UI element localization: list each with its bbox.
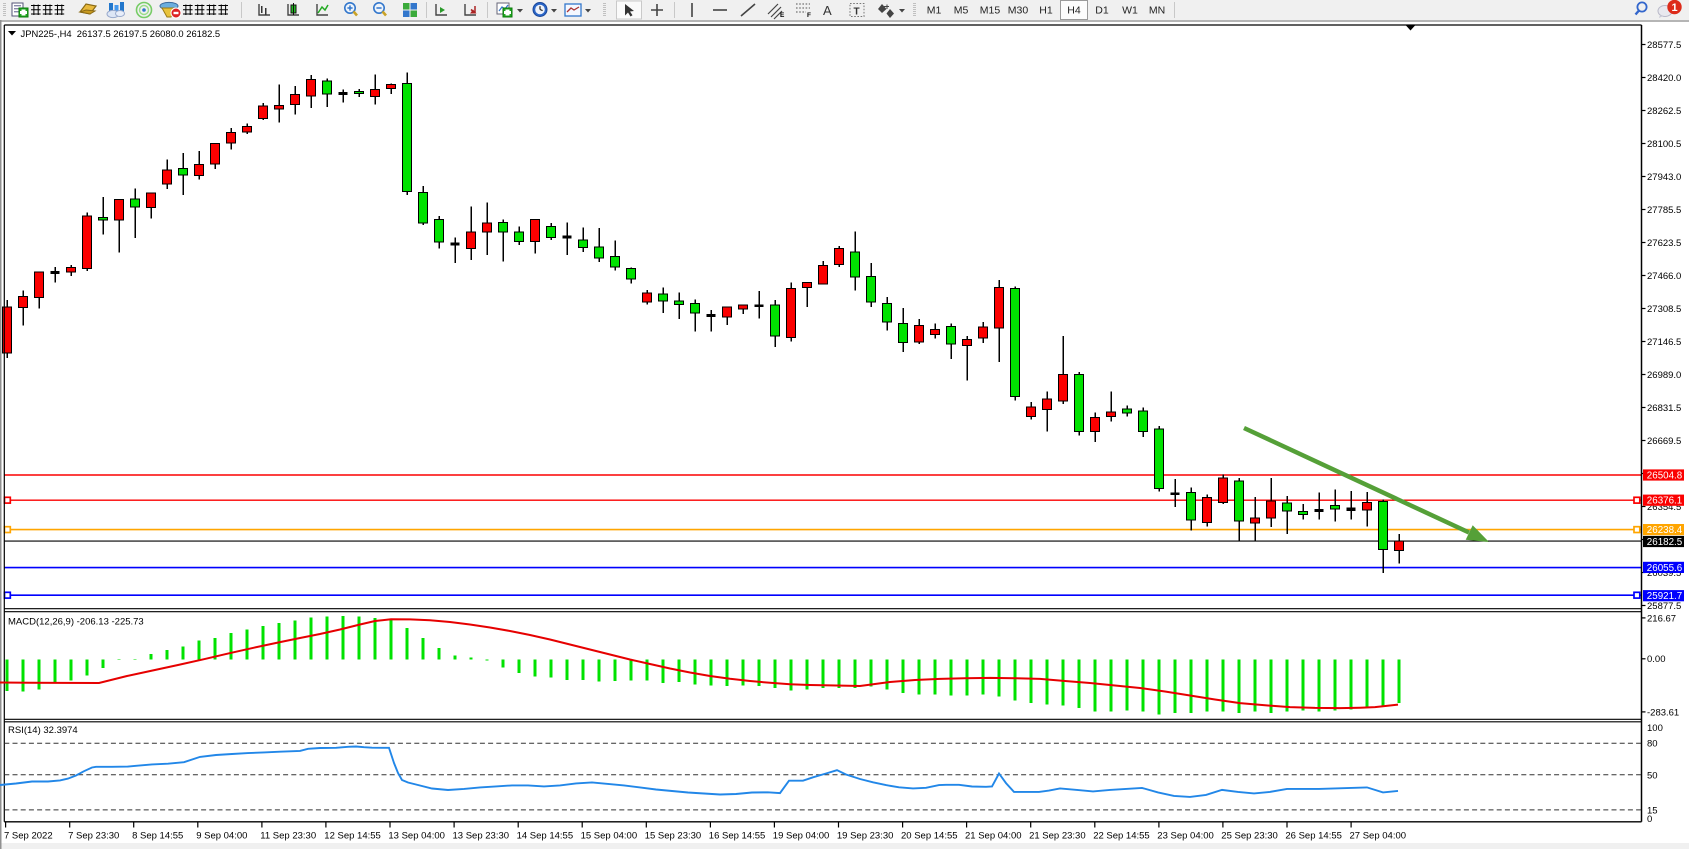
svg-text:26238.4: 26238.4 <box>1647 525 1683 536</box>
svg-text:9 Sep 04:00: 9 Sep 04:00 <box>196 831 247 842</box>
svg-text:7 Sep 23:30: 7 Sep 23:30 <box>68 831 119 842</box>
svg-text:RSI(14) 32.3974: RSI(14) 32.3974 <box>8 725 78 736</box>
svg-text:27146.5: 27146.5 <box>1647 337 1681 348</box>
svg-text:19 Sep 23:30: 19 Sep 23:30 <box>837 831 894 842</box>
svg-text:26039.5: 26039.5 <box>1647 568 1681 579</box>
svg-text:26182.5: 26182.5 <box>1647 537 1683 548</box>
svg-text:15: 15 <box>1647 806 1658 817</box>
svg-text:22 Sep 14:55: 22 Sep 14:55 <box>1093 831 1150 842</box>
svg-text:M15: M15 <box>980 5 1001 17</box>
svg-text:A: A <box>823 3 832 18</box>
svg-text:E: E <box>780 12 785 19</box>
svg-text:12 Sep 14:55: 12 Sep 14:55 <box>324 831 381 842</box>
svg-text:-283.61: -283.61 <box>1647 707 1679 718</box>
svg-text:26669.5: 26669.5 <box>1647 436 1681 447</box>
svg-text:0.00: 0.00 <box>1647 654 1666 665</box>
svg-text:27943.0: 27943.0 <box>1647 172 1681 183</box>
svg-text:15 Sep 23:30: 15 Sep 23:30 <box>645 831 702 842</box>
svg-text:F: F <box>807 12 811 19</box>
svg-text:15 Sep 04:00: 15 Sep 04:00 <box>581 831 638 842</box>
svg-text:19 Sep 04:00: 19 Sep 04:00 <box>773 831 830 842</box>
svg-text:26376.1: 26376.1 <box>1647 496 1682 507</box>
svg-text:JPN225-,H4 26137.5 26197.5 26: JPN225-,H4 26137.5 26197.5 26080.0 26182… <box>21 28 221 39</box>
svg-text:28577.5: 28577.5 <box>1647 40 1681 51</box>
svg-text:26989.0: 26989.0 <box>1647 370 1681 381</box>
svg-text:27785.5: 27785.5 <box>1647 205 1681 216</box>
svg-text:100: 100 <box>1647 723 1663 734</box>
svg-text:8 Sep 14:55: 8 Sep 14:55 <box>132 831 183 842</box>
svg-text:1: 1 <box>1671 2 1677 14</box>
svg-text:M5: M5 <box>954 5 969 17</box>
svg-text:W1: W1 <box>1122 5 1138 17</box>
svg-text:0: 0 <box>1647 814 1652 825</box>
svg-text:28100.5: 28100.5 <box>1647 139 1681 150</box>
svg-text:M30: M30 <box>1008 5 1029 17</box>
svg-text:25877.5: 25877.5 <box>1647 601 1681 612</box>
svg-text:20 Sep 14:55: 20 Sep 14:55 <box>901 831 958 842</box>
svg-text:26 Sep 14:55: 26 Sep 14:55 <box>1285 831 1342 842</box>
svg-text:13 Sep 23:30: 13 Sep 23:30 <box>453 831 510 842</box>
svg-text:T: T <box>854 7 860 18</box>
svg-text:28420.0: 28420.0 <box>1647 73 1681 84</box>
svg-text:26354.5: 26354.5 <box>1647 502 1681 513</box>
svg-text:50: 50 <box>1647 770 1658 781</box>
svg-text:27308.5: 27308.5 <box>1647 304 1681 315</box>
svg-text:7 Sep 2022: 7 Sep 2022 <box>4 831 53 842</box>
svg-text:26055.6: 26055.6 <box>1647 563 1683 574</box>
svg-text:H1: H1 <box>1039 5 1053 17</box>
svg-text:216.67: 216.67 <box>1647 613 1676 624</box>
svg-text:80: 80 <box>1647 739 1658 750</box>
svg-text:26831.5: 26831.5 <box>1647 403 1681 414</box>
svg-text:MN: MN <box>1149 5 1165 17</box>
svg-text:H4: H4 <box>1067 5 1081 17</box>
svg-text:16 Sep 14:55: 16 Sep 14:55 <box>709 831 766 842</box>
svg-text:27466.0: 27466.0 <box>1647 271 1681 282</box>
svg-text:14 Sep 14:55: 14 Sep 14:55 <box>517 831 574 842</box>
svg-text:25 Sep 23:30: 25 Sep 23:30 <box>1221 831 1278 842</box>
svg-text:11 Sep 23:30: 11 Sep 23:30 <box>260 831 316 842</box>
svg-text:D1: D1 <box>1095 5 1109 17</box>
svg-text:26504.8: 26504.8 <box>1647 471 1683 482</box>
svg-text:13 Sep 04:00: 13 Sep 04:00 <box>388 831 445 842</box>
svg-text:21 Sep 04:00: 21 Sep 04:00 <box>965 831 1022 842</box>
svg-text:23 Sep 04:00: 23 Sep 04:00 <box>1157 831 1214 842</box>
svg-text:27623.5: 27623.5 <box>1647 238 1681 249</box>
svg-text:21 Sep 23:30: 21 Sep 23:30 <box>1029 831 1086 842</box>
svg-text:M1: M1 <box>927 5 942 17</box>
svg-text:MACD(12,26,9) -206.13 -225.73: MACD(12,26,9) -206.13 -225.73 <box>8 617 144 628</box>
svg-text:28262.5: 28262.5 <box>1647 106 1681 117</box>
svg-text:25921.7: 25921.7 <box>1647 591 1682 602</box>
svg-text:27 Sep 04:00: 27 Sep 04:00 <box>1350 831 1407 842</box>
